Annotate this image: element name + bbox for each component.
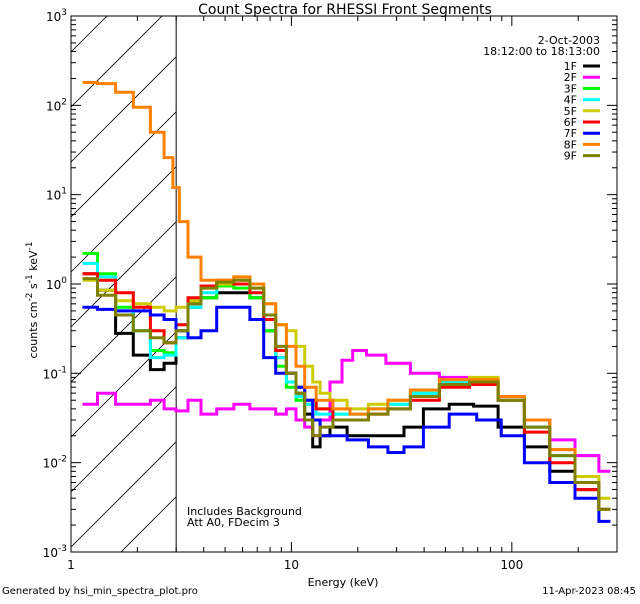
hatch-line	[71, 441, 177, 548]
footer-timestamp: 11-Apr-2023 08:45	[542, 586, 636, 597]
hatch-line	[71, 111, 177, 218]
hatch-line	[71, 331, 177, 438]
series-line-9F	[82, 277, 611, 511]
legend-label-6F: 6F	[564, 116, 577, 129]
footer-generated-by: Generated by hsi_min_spectra_plot.pro	[2, 586, 198, 597]
legend-label-1F: 1F	[564, 60, 577, 73]
y-tick-label: 10-2	[43, 455, 67, 471]
plot-frame	[70, 15, 618, 553]
y-tick-label: 103	[46, 8, 67, 24]
x-tick-label: 1	[67, 558, 75, 572]
legend-label-2F: 2F	[564, 71, 577, 84]
y-tick-label: 10-3	[43, 544, 67, 560]
hatch-line	[71, 166, 177, 273]
x-tick-label: 100	[500, 558, 523, 572]
legend-label-7F: 7F	[564, 127, 577, 140]
annotation-background: Includes Background	[187, 505, 302, 518]
hatch-line	[71, 56, 177, 163]
series-line-4F	[82, 261, 611, 511]
series-line-6F	[82, 272, 611, 511]
legend-time-range: 18:12:00 to 18:13:00	[483, 45, 600, 58]
y-tick-label: 102	[46, 97, 67, 113]
series-line-8F	[82, 81, 611, 511]
hatch-line	[71, 221, 177, 328]
hatch-line	[71, 386, 177, 493]
y-tick-label: 101	[46, 187, 67, 203]
series-group	[82, 81, 611, 523]
hatch-line	[71, 16, 163, 108]
hatch-line	[120, 496, 177, 552]
legend-label-8F: 8F	[564, 138, 577, 151]
x-tick-label: 10	[284, 558, 299, 572]
y-tick-label: 100	[46, 276, 67, 292]
legend-label-3F: 3F	[564, 82, 577, 95]
legend-label-5F: 5F	[564, 105, 577, 118]
y-tick-label: 10-1	[43, 365, 67, 381]
legend-label-9F: 9F	[564, 150, 577, 163]
axes: 1 10 100 10-3 10-2 10-1 100 101 102 103	[43, 8, 618, 572]
series-line-1F	[82, 272, 611, 511]
legend-label-4F: 4F	[564, 94, 577, 107]
x-axis-label: Energy (keV)	[308, 576, 379, 589]
series-line-5F	[82, 278, 611, 500]
hatch-line	[71, 276, 177, 383]
y-axis-label: counts cm-2 s-1 keV-1	[25, 242, 40, 359]
hatch-line	[71, 16, 108, 53]
legend-date: 2-Oct-2003	[538, 34, 600, 47]
chart-title: Count Spectra for RHESSI Front Segments	[198, 2, 492, 18]
annotation-attenuator: Att A0, FDecim 3	[187, 516, 280, 529]
